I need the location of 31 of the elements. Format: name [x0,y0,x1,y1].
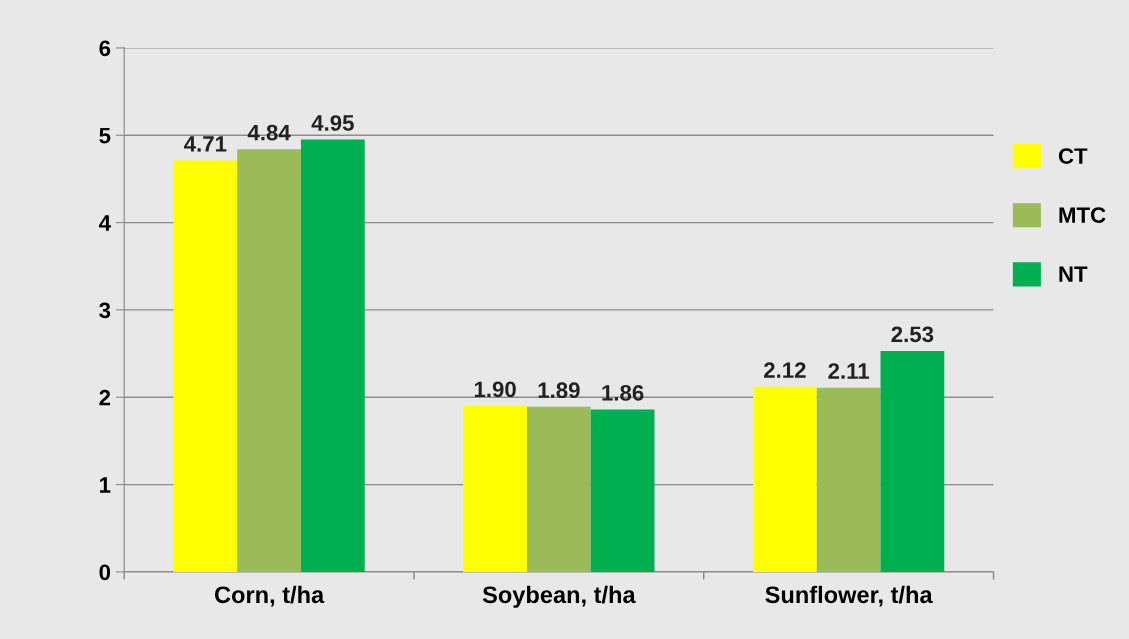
data-label: 2.11 [828,363,870,379]
y-tick-label: 1 [100,477,111,493]
bar [526,406,591,572]
bar [300,139,365,572]
y-tick-label: 0 [99,564,111,581]
bar [173,160,238,572]
data-label: 2.53 [891,326,934,343]
x-tick-label: Soybean, t/ha [482,585,636,608]
bar [237,149,301,572]
legend-label: NT [1059,266,1088,282]
bar [816,387,881,572]
y-tick-label: 2 [99,389,111,406]
data-label: 1.90 [474,381,516,398]
bar [880,350,945,572]
y-tick-label: 5 [99,128,111,144]
data-label: 4.71 [184,136,227,152]
data-label: 1.89 [538,382,580,399]
y-tick-label: 4 [98,215,111,231]
x-tick-label: Corn, t/ha [214,585,325,607]
bar [753,386,817,572]
bar [463,405,527,572]
data-label: 4.84 [247,124,291,141]
legend-label: CT [1058,148,1088,164]
data-label: 4.95 [311,115,354,131]
legend-label: MTC [1059,207,1106,223]
bar [590,409,655,572]
data-label: 1.86 [602,384,644,401]
x-tick-label: Sunflower, t/ha [765,585,933,607]
y-tick-label: 6 [99,40,111,57]
data-label: 2.12 [764,362,806,378]
y-tick-label: 3 [99,302,111,319]
